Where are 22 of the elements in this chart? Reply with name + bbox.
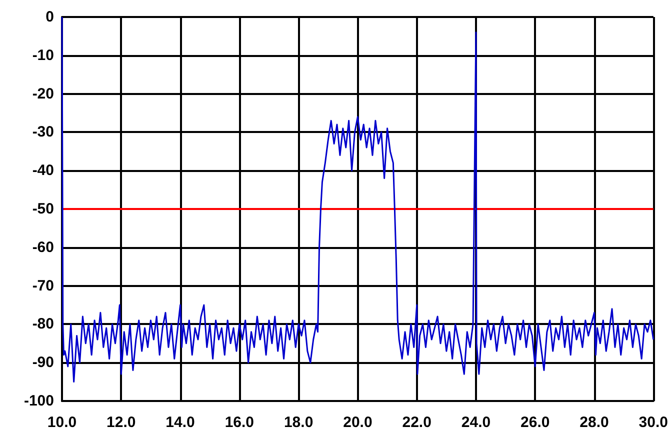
x-tick-label: 24.0	[461, 414, 491, 431]
y-tick-label: -20	[32, 85, 54, 102]
y-tick-label: -60	[32, 238, 54, 256]
x-tick-label: 28.0	[580, 414, 609, 431]
x-tick-label: 16.0	[224, 414, 254, 431]
x-tick-label: 14.0	[166, 414, 195, 431]
y-tick-label: -80	[32, 316, 54, 333]
x-tick-label: 18.0	[284, 414, 314, 431]
y-tick-label: 0	[46, 8, 54, 26]
y-tick-label: -70	[32, 277, 54, 294]
y-tick-label: -10	[32, 46, 54, 64]
y-tick-label: -40	[32, 162, 54, 180]
x-tick-label: 22.0	[402, 414, 432, 431]
x-tick-label: 20.0	[343, 414, 372, 431]
x-tick-label: 10.0	[47, 414, 77, 431]
y-tick-label: -100	[24, 392, 54, 410]
x-tick-label: 26.0	[520, 414, 550, 431]
x-tick-label: 30.0	[638, 414, 668, 431]
y-tick-label: -30	[32, 124, 54, 141]
y-tick-label: -50	[32, 200, 54, 218]
y-tick-label: -90	[32, 354, 54, 372]
x-tick-label: 12.0	[106, 414, 136, 431]
